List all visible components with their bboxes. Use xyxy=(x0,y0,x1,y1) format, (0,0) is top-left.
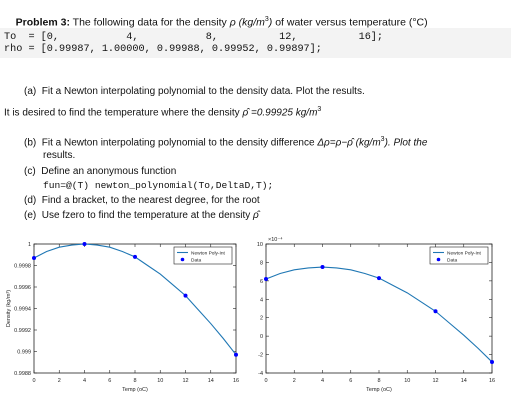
code-block xyxy=(0,28,511,58)
data-point xyxy=(234,352,238,357)
part-b-prefix: (b) Fit a Newton interpolating polynomia… xyxy=(24,137,318,149)
x-tick-label: 2 xyxy=(293,378,296,384)
legend-label-data: Data xyxy=(191,257,201,263)
plot-area xyxy=(265,243,493,374)
x-tick-label: 4 xyxy=(321,378,324,384)
y-tick-label: 0 xyxy=(260,334,263,340)
part-c-code: fun=@(T) newton_polynomial(To,DeltaD,T); xyxy=(43,180,274,191)
data-point xyxy=(32,255,36,260)
units-close: ) xyxy=(268,16,273,29)
part-b-suffix: ). Plot the xyxy=(384,137,428,149)
legend-box xyxy=(429,246,489,265)
x-tick-label: 0 xyxy=(264,378,267,384)
x-tick-label: 8 xyxy=(377,378,380,384)
desired-value: =0.99925 kg/m xyxy=(248,107,318,119)
y-tick-label: 0.9998 xyxy=(14,264,31,270)
data-point xyxy=(320,265,325,270)
x-tick-label: 12 xyxy=(432,378,438,384)
y-tick-label: 4 xyxy=(260,297,263,303)
units-open: (kg/m xyxy=(235,16,265,29)
y-tick-label: 1 xyxy=(28,242,31,248)
units-exponent: 3 xyxy=(264,16,269,23)
x-axis-label: Temp (oC) xyxy=(122,387,148,393)
y-tick-label: 0.9994 xyxy=(14,307,31,313)
rho-hat-symbol: ρ̂ xyxy=(242,107,249,119)
x-tick-label: 8 xyxy=(133,378,136,384)
problem-intro-mid: of water versus temperature xyxy=(272,16,409,29)
x-tick-label: 0 xyxy=(32,378,35,384)
y-tick-label: 0.9988 xyxy=(14,371,31,377)
x-tick-label: 12 xyxy=(182,378,188,384)
x-tick-label: 4 xyxy=(83,378,86,384)
y-tick-label: 0.9996 xyxy=(14,285,31,291)
problem-statement: Problem 3: The following data for the de… xyxy=(4,2,428,41)
y-tick-label: -2 xyxy=(258,353,263,359)
x-axis-label: Temp (oC) xyxy=(366,387,392,393)
x-tick-label: 6 xyxy=(108,378,111,384)
temp-units: (°C) xyxy=(408,16,428,29)
data-point xyxy=(264,277,268,282)
part-b: (b) Fit a Newton interpolating polynomia… xyxy=(24,134,427,149)
data-point xyxy=(82,242,87,246)
part-e-prefix: (e) Use fzero to find the temperature at… xyxy=(24,210,254,221)
rho-symbol: ρ xyxy=(229,16,236,29)
legend-marker-swatch xyxy=(436,257,441,262)
legend-label-newton: Newton Poly-Int xyxy=(191,251,226,257)
y-tick-label: 6 xyxy=(260,279,263,285)
y-axis-multiplier: ×10⁻⁴ xyxy=(268,236,283,243)
part-b-continued: results. xyxy=(43,150,76,161)
legend-marker-swatch xyxy=(180,257,185,262)
part-e: (e) Use fzero to find the temperature at… xyxy=(24,210,259,222)
x-tick-label: 14 xyxy=(461,378,467,384)
x-tick-label: 2 xyxy=(58,378,61,384)
data-point xyxy=(183,293,188,298)
y-tick-label: 2 xyxy=(260,316,263,322)
x-tick-label: 10 xyxy=(404,378,410,384)
code-line-to: To = [0, 4, 8, 12, 16]; xyxy=(4,32,384,43)
part-c: (c) Define an anonymous function xyxy=(24,166,177,177)
desired-statement: It is desired to find the temperature wh… xyxy=(4,104,321,119)
y-axis-label: Density (kg/m³) xyxy=(6,290,12,327)
data-point xyxy=(490,359,494,364)
desired-exponent: 3 xyxy=(317,106,322,113)
y-tick-label: -4 xyxy=(258,371,263,377)
x-tick-label: 16 xyxy=(489,378,495,384)
data-point xyxy=(433,309,438,314)
y-tick-label: 8 xyxy=(260,260,263,266)
y-tick-label: 0.9992 xyxy=(14,328,31,334)
data-point xyxy=(377,276,381,281)
code-line-rho: rho = [0.99987, 1.00000, 0.99988, 0.9995… xyxy=(4,44,322,55)
part-b-exponent: 3 xyxy=(380,136,385,143)
legend-label-data: Data xyxy=(447,257,457,263)
problem-heading: Problem 3: xyxy=(15,16,70,29)
part-e-symbol: ρ̂ xyxy=(253,210,259,221)
y-tick-label: 0.999 xyxy=(17,350,31,356)
x-tick-label: 6 xyxy=(349,378,352,384)
legend-box xyxy=(173,246,233,265)
x-tick-label: 10 xyxy=(157,378,163,384)
desired-prefix: It is desired to find the temperature wh… xyxy=(4,107,243,119)
problem-intro: The following data for the density xyxy=(69,16,230,29)
legend-label-newton: Newton Poly-Int xyxy=(447,251,482,257)
part-a: (a) Fit a Newton interpolating polynomia… xyxy=(24,86,365,97)
part-b-expression: Δρ=ρ−ρ̂ (kg/m xyxy=(317,137,381,149)
data-point xyxy=(133,254,137,259)
density-chart: 0 2 4 6 8 10 12 14 16 0.9988 0.999 0.9992 0.9994 0.99… xyxy=(6,242,239,393)
part-d: (d) Find a bracket, to the nearest degre… xyxy=(24,195,260,206)
y-tick-label: 10 xyxy=(257,242,263,248)
x-tick-label: 16 xyxy=(233,378,239,384)
x-tick-label: 14 xyxy=(208,378,214,384)
